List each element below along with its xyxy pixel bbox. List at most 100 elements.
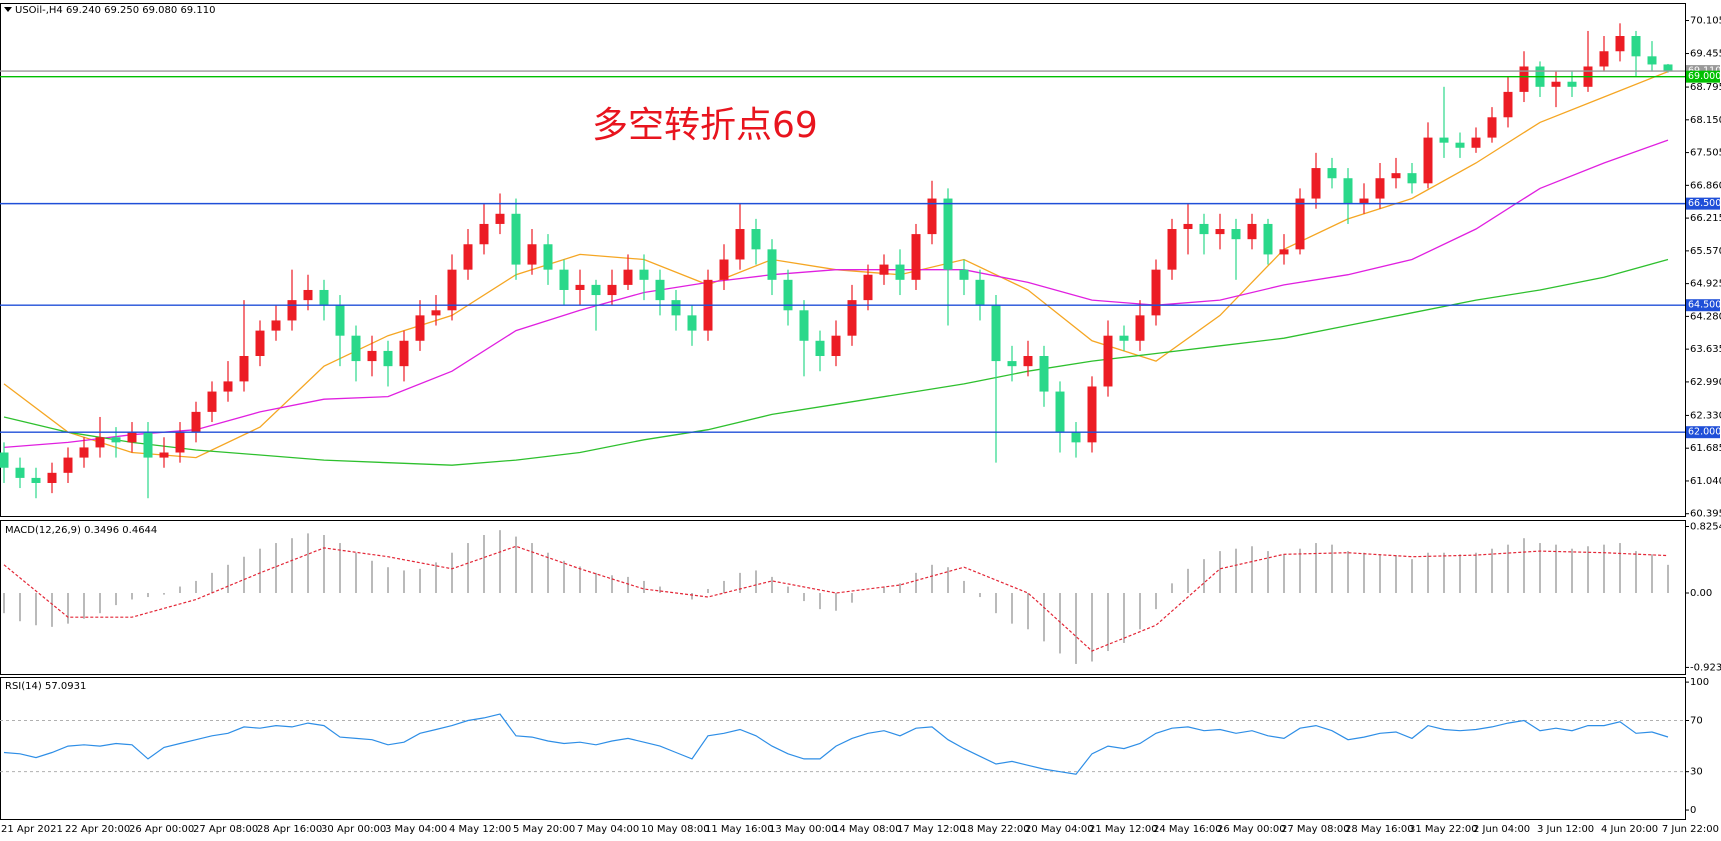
- candle-body: [879, 264, 889, 275]
- candle-body: [943, 198, 953, 270]
- candle-body: [479, 223, 489, 245]
- x-tick-label: 20 May 04:00: [1025, 824, 1094, 835]
- candle-body: [383, 350, 393, 367]
- y-tick-label: 66.860: [1690, 180, 1721, 191]
- candle-body: [1471, 137, 1481, 148]
- candle-body: [0, 452, 9, 468]
- candle-body: [1071, 432, 1081, 443]
- candle-body: [847, 300, 857, 336]
- candle-body: [1007, 361, 1017, 367]
- y-tick-label: 70: [1690, 715, 1703, 726]
- candle-body: [751, 229, 761, 250]
- level-label: 66.500: [1688, 198, 1721, 209]
- candle-body: [63, 457, 73, 473]
- candle-body: [1487, 117, 1497, 138]
- candle-body: [1039, 356, 1049, 392]
- candle-body: [495, 213, 505, 224]
- candle-body: [1183, 223, 1193, 230]
- x-tick-label: 3 Jun 12:00: [1537, 824, 1594, 835]
- candle-body: [159, 452, 169, 458]
- y-tick-label: 66.215: [1690, 213, 1721, 224]
- candle-body: [575, 284, 585, 290]
- candle-body: [975, 279, 985, 306]
- y-tick-label: 0.00: [1690, 588, 1712, 599]
- x-tick-label: 26 May 00:00: [1217, 824, 1286, 835]
- candle-body: [1647, 56, 1657, 65]
- candle-body: [655, 279, 665, 301]
- candle-body: [415, 315, 425, 341]
- candle-body: [543, 244, 553, 270]
- candle-body: [319, 289, 329, 306]
- candle-body: [95, 437, 105, 448]
- candle-body: [31, 477, 41, 483]
- candle-body: [799, 310, 809, 341]
- candle-body: [239, 356, 249, 382]
- candle-body: [1391, 173, 1401, 179]
- macd-panel: [0, 520, 1686, 675]
- candle-body: [463, 244, 473, 270]
- candle-body: [79, 447, 89, 458]
- candle-body: [367, 350, 377, 362]
- x-tick-label: 28 May 16:00: [1345, 824, 1414, 835]
- y-tick-label: -0.9234: [1690, 662, 1721, 673]
- candle-body: [447, 269, 457, 311]
- candle-body: [1407, 173, 1417, 184]
- candle-body: [863, 274, 873, 301]
- candle-body: [47, 472, 57, 483]
- candle-body: [1615, 36, 1625, 52]
- y-tick-label: 61.040: [1690, 476, 1721, 487]
- x-tick-label: 21 May 12:00: [1089, 824, 1158, 835]
- candle-body: [591, 284, 601, 296]
- candle-body: [1519, 66, 1529, 92]
- level-label: 64.500: [1688, 300, 1721, 311]
- candle-body: [1087, 386, 1097, 443]
- candle-body: [1311, 168, 1321, 199]
- x-tick-label: 21 Apr 2021: [1, 824, 63, 835]
- candle-body: [1023, 356, 1033, 367]
- moving-average-line: [3, 258, 1669, 466]
- candle-body: [175, 432, 185, 453]
- y-tick-label: 62.990: [1690, 377, 1721, 388]
- candle-body: [511, 213, 521, 265]
- candle-body: [143, 432, 153, 458]
- candle-body: [351, 335, 361, 362]
- candle-body: [287, 300, 297, 321]
- candle-body: [223, 381, 233, 392]
- y-tick-label: 30: [1690, 767, 1703, 778]
- x-tick-label: 27 May 08:00: [1281, 824, 1350, 835]
- candle-body: [1103, 335, 1113, 387]
- candle-body: [15, 467, 25, 478]
- panel-menu-icon: [4, 7, 12, 12]
- candle-body: [719, 259, 729, 280]
- price-panel: [0, 3, 1686, 517]
- signal-line: [3, 545, 1669, 652]
- candle-body: [815, 340, 825, 357]
- candle-body: [1215, 229, 1225, 235]
- rsi-title: RSI(14) 57.0931: [5, 681, 86, 692]
- y-tick-label: 69.455: [1690, 49, 1721, 60]
- candle-body: [1503, 91, 1513, 118]
- level-label: 69.000: [1688, 71, 1721, 82]
- candle-body: [1263, 223, 1273, 255]
- candle-body: [431, 310, 441, 316]
- x-tick-label: 14 May 08:00: [833, 824, 902, 835]
- candle-body: [1327, 168, 1337, 179]
- candle-body: [527, 244, 537, 265]
- y-tick-label: 68.150: [1690, 115, 1721, 126]
- candle-body: [911, 234, 921, 280]
- level-badge: [1686, 70, 1720, 83]
- candle-body: [1279, 249, 1289, 255]
- candle-body: [1455, 142, 1465, 148]
- x-tick-label: 26 Apr 00:00: [129, 824, 194, 835]
- candle-body: [687, 315, 697, 331]
- candle-body: [207, 391, 217, 412]
- moving-average-line: [3, 139, 1669, 449]
- candle-body: [735, 229, 745, 260]
- candle-body: [1423, 137, 1433, 184]
- y-tick-label: 0.8254: [1690, 521, 1721, 532]
- x-tick-label: 10 May 08:00: [641, 824, 710, 835]
- x-tick-label: 7 Jun 22:00: [1662, 824, 1719, 835]
- candle-body: [1151, 269, 1161, 316]
